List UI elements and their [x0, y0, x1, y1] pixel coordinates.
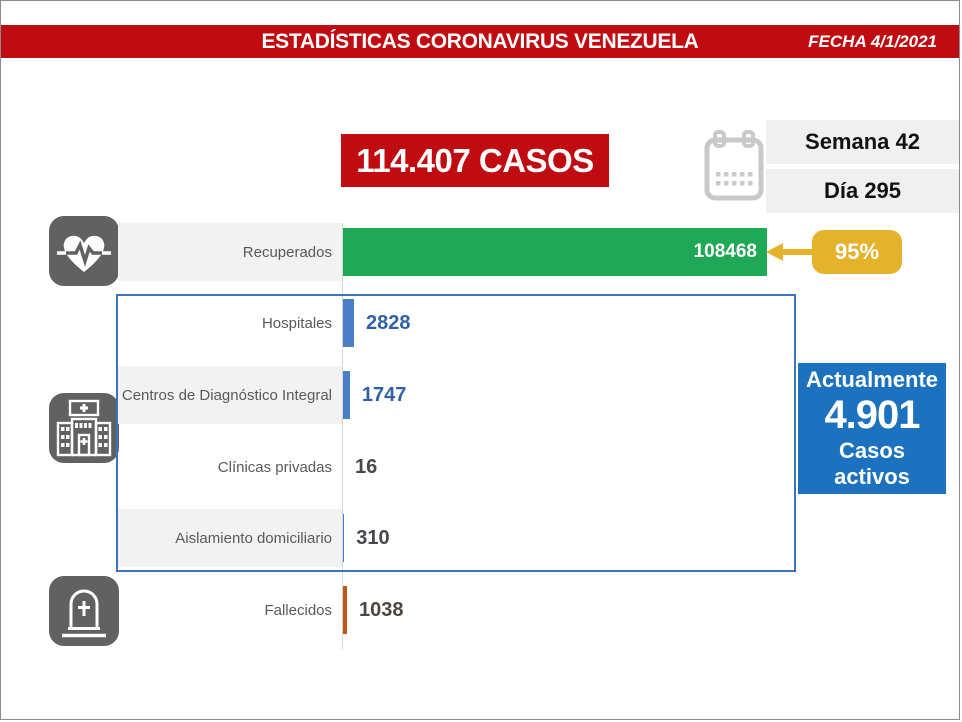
- left-arrow-icon: [766, 243, 783, 261]
- bar-hospitales: [343, 299, 355, 347]
- bar-row-aislamiento: 310: [343, 509, 390, 567]
- value-recuperados: 108468: [693, 241, 757, 262]
- category-label-recuperados: Recuperados: [118, 223, 342, 281]
- value-cdi: 1747: [361, 383, 407, 406]
- bar-recuperados: 108468: [343, 228, 767, 276]
- day-label: Día 295: [823, 178, 902, 203]
- bar-row-hospitales: 2828: [343, 294, 411, 352]
- tombstone-icon: [49, 576, 119, 646]
- total-cases-box: 114.407 CASOS: [341, 134, 609, 187]
- active-cases-value: 4.901: [824, 393, 920, 437]
- header-band: ESTADÍSTICAS CORONAVIRUS VENEZUELA FECHA…: [1, 25, 959, 58]
- category-label-clinicas: Clínicas privadas: [217, 458, 332, 476]
- category-label-aislamiento: Aislamiento domiciliario: [118, 509, 342, 567]
- week-label: Semana 42: [805, 129, 920, 154]
- value-hospitales: 2828: [366, 311, 411, 334]
- calendar-icon: [704, 130, 764, 201]
- page-title: ESTADÍSTICAS CORONAVIRUS VENEZUELA: [261, 29, 699, 53]
- recovered-percent-badge: 95%: [812, 230, 902, 274]
- header-date: FECHA 4/1/2021: [808, 32, 937, 51]
- bar-row-recuperados: 108468: [343, 223, 767, 281]
- active-cases-title: Actualmente: [805, 367, 939, 392]
- value-fallecidos: 1038: [359, 598, 404, 621]
- chart-axis-line: [342, 223, 343, 649]
- day-chip: Día 295: [766, 169, 959, 213]
- bar-row-fallecidos: 1038: [343, 581, 404, 639]
- active-cases-box: Actualmente 4.901 Casos activos: [798, 363, 946, 494]
- total-cases-value: 114.407 CASOS: [356, 141, 594, 179]
- value-clinicas: 16: [355, 455, 378, 478]
- bar-aislamiento: [343, 514, 345, 562]
- category-label-fallecidos: Fallecidos: [264, 601, 332, 619]
- hospital-icon: [49, 393, 119, 463]
- bar-fallecidos: [343, 586, 348, 634]
- bar-row-clinicas: 16: [343, 438, 377, 496]
- bar-row-cdi: 1747: [343, 366, 406, 424]
- bar-cdi: [343, 371, 350, 419]
- value-aislamiento: 310: [356, 526, 390, 549]
- heart-pulse-icon: [49, 216, 119, 286]
- category-label-hospitales: Hospitales: [261, 314, 332, 332]
- arrow-line: [782, 249, 814, 255]
- active-cases-subtitle: Casos activos: [834, 438, 910, 489]
- week-chip: Semana 42: [766, 120, 959, 164]
- category-label-cdi: Centros de Diagnóstico Integral: [118, 366, 342, 424]
